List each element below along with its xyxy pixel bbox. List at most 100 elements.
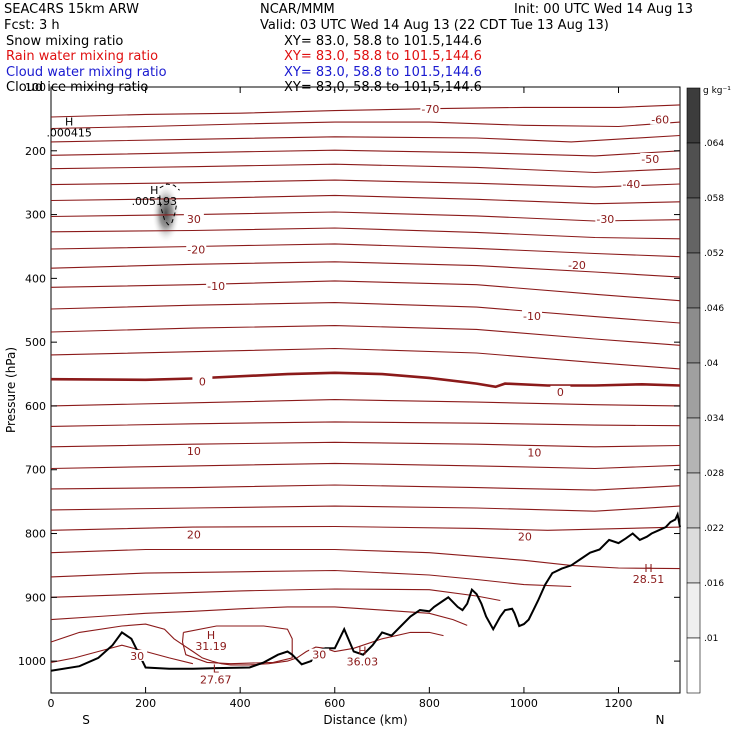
isotherm-line [50,104,681,118]
isotherm-line [50,525,681,531]
isotherm-line [50,606,468,626]
isotherm-line [50,588,501,602]
isotherm-line [50,548,681,570]
cloud-ice-shading [151,183,180,244]
y-tick-label: 600 [25,400,46,413]
field-name-rain: Rain water mixing ratio [6,49,158,64]
isotherm-line [50,484,681,491]
colorbar-segment [686,142,701,199]
colorbar: .064 .058 .052 .046 .04 .034 .028 .022 .016 .01 g … [686,86,731,694]
colorbar-segment [686,362,701,419]
contour-label: 0 [557,386,564,399]
isotherm-contours [50,104,681,666]
isotherm-line [50,371,681,389]
colorbar-segment [686,417,701,474]
extremum-value: .000415 [46,126,92,139]
isotherm-line [50,302,681,324]
isotherm-line [50,441,681,448]
contour-label: -70 [421,103,439,116]
colorbar-label: .016 [704,579,724,589]
colorbar-segment [686,527,701,584]
y-tick-label: 400 [25,272,46,285]
contour-label-bg [566,258,587,270]
isotherm-line [50,347,681,370]
isotherm-line [50,149,681,157]
contour-label-bg [309,648,330,660]
contour-label-bg [640,152,661,164]
extremum-letter: H [358,645,366,658]
contour-label-bg [522,309,543,321]
field-xy-rain: XY= 83.0, 58.8 to 101.5,144.6 [284,49,482,64]
contour-label-bg [127,649,148,661]
contour-label: -40 [622,178,640,191]
x-tick-label: 600 [324,697,345,710]
extremum-letter: H [644,562,652,575]
contour-label: 30 [312,649,326,662]
colorbar-label: .046 [704,304,724,314]
isotherm-line [50,325,681,346]
contour-label: -10 [523,310,541,323]
isotherm-line [50,243,681,258]
contour-label: 20 [187,529,201,542]
colorbar-label: .058 [704,194,724,204]
isotherm-30-bubble [181,625,293,665]
colorbar-label: .064 [704,139,724,149]
contour-label: -60 [651,113,669,126]
y-axis-title: Pressure (hPa) [4,347,18,433]
extremum-letter: H [150,184,158,197]
contour-label: -20 [187,244,205,257]
contour-label-bg [183,528,204,540]
terrain-line [50,511,681,672]
extremum-value: .005193 [132,195,178,208]
contour-label: 30 [187,213,201,226]
colorbar-segment [686,87,701,144]
colorbar-segment [686,307,701,364]
y-tick-label-top: 100 [25,81,46,94]
model-title: SEAC4RS 15km ARW [4,2,139,17]
field-xy-cloud-water: XY= 83.0, 58.8 to 101.5,144.6 [284,65,482,80]
isotherm-line [50,421,681,427]
isotherm-line [50,211,681,222]
extremum-value: 36.03 [347,656,379,669]
x-axis-title: Distance (km) [323,713,407,727]
cloud-ice-contour [159,195,178,226]
contour-label-bg [206,279,227,291]
isotherm-line [50,194,681,205]
isotherm-line [50,179,681,188]
isotherm-line [50,399,681,407]
x-tick-label: 800 [419,697,440,710]
contour-label: -10 [207,280,225,293]
contour-label-bg [186,243,207,255]
colorbar-segment [686,197,701,254]
isotherm-line [50,134,681,143]
contour-label: -20 [568,259,586,272]
isotherm-line [50,163,681,174]
field-xy-snow: XY= 83.0, 58.8 to 101.5,144.6 [284,34,482,49]
isotherm-line [50,569,572,588]
extremum-value: 27.67 [200,674,232,687]
contour-label-bg [550,385,571,397]
isotherm-line [50,280,681,302]
isotherm-line [50,623,444,666]
colorbar-segment [686,472,701,529]
extremum-letter: L [213,663,220,676]
contour-labels: -70 -60 -50-40 -30 30 -20 -20 -10 -10 0 0 10 10 20 20 3… [127,103,671,663]
y-tick-label: 700 [25,464,46,477]
contour-label: -30 [596,213,614,226]
colorbar-label: .034 [704,414,724,424]
x-tick-label: 0 [48,697,55,710]
contour-label-bg [192,375,213,387]
colorbar-label: .01 [704,634,718,644]
colorbar-label: .04 [704,359,719,369]
contour-label-bg [514,530,535,542]
forecast-hour: Fcst: 3 h [4,18,60,33]
isotherm-line [50,462,681,470]
colorbar-segment [686,582,701,639]
init-time: Init: 00 UTC Wed 14 Aug 13 [514,2,693,17]
colorbar-segment [686,637,701,694]
contour-label: 10 [187,445,201,458]
contour-label-bg [183,445,204,457]
field-name-snow: Snow mixing ratio [6,34,123,49]
colorbar-segment [686,252,701,309]
